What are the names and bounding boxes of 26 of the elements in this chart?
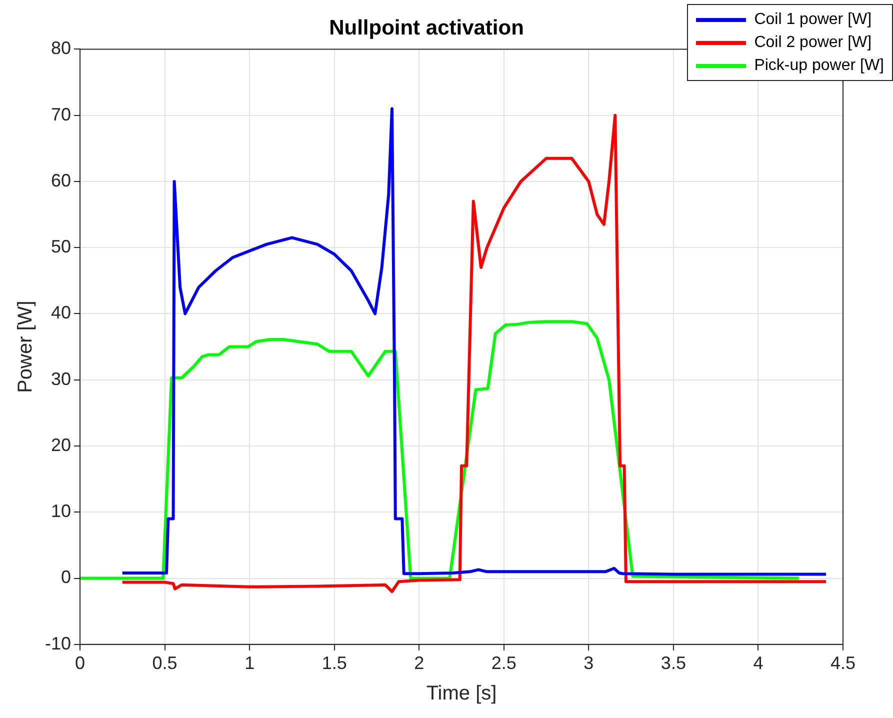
legend-label: Pick-up power [W] xyxy=(754,56,884,74)
x-tick-label: 0 xyxy=(75,653,86,674)
y-axis-title: Power [W] xyxy=(14,300,37,393)
x-tick-label: 2 xyxy=(414,653,424,674)
x-tick-label: 4 xyxy=(753,653,764,674)
y-tick-label: 10 xyxy=(50,501,72,522)
x-tick-label: 3 xyxy=(584,653,594,674)
x-tick-label: 4.5 xyxy=(830,653,856,674)
y-tick-label: 60 xyxy=(50,170,72,190)
legend-label: Coil 2 power [W] xyxy=(754,34,872,52)
y-tick-label: 70 xyxy=(50,104,72,124)
y-tick-label: 20 xyxy=(50,434,72,455)
x-tick-label: 0.5 xyxy=(152,653,178,674)
x-tick-label: 3.5 xyxy=(660,653,686,674)
x-tick-label: 1 xyxy=(244,653,255,674)
y-tick-label: 40 xyxy=(50,302,72,323)
chart-title: Nullpoint activation xyxy=(329,16,524,40)
y-tick-label: 80 xyxy=(50,38,72,58)
x-axis-title: Time [s] xyxy=(426,682,497,705)
x-tick-label: 2.5 xyxy=(491,653,516,674)
y-tick-label: -10 xyxy=(45,633,72,654)
legend-label: Coil 1 power [W] xyxy=(754,10,872,28)
y-tick-label: 0 xyxy=(61,567,72,588)
x-tick-label: 1.5 xyxy=(322,653,347,674)
y-tick-label: 30 xyxy=(50,368,72,389)
y-tick-label: 50 xyxy=(50,236,72,257)
